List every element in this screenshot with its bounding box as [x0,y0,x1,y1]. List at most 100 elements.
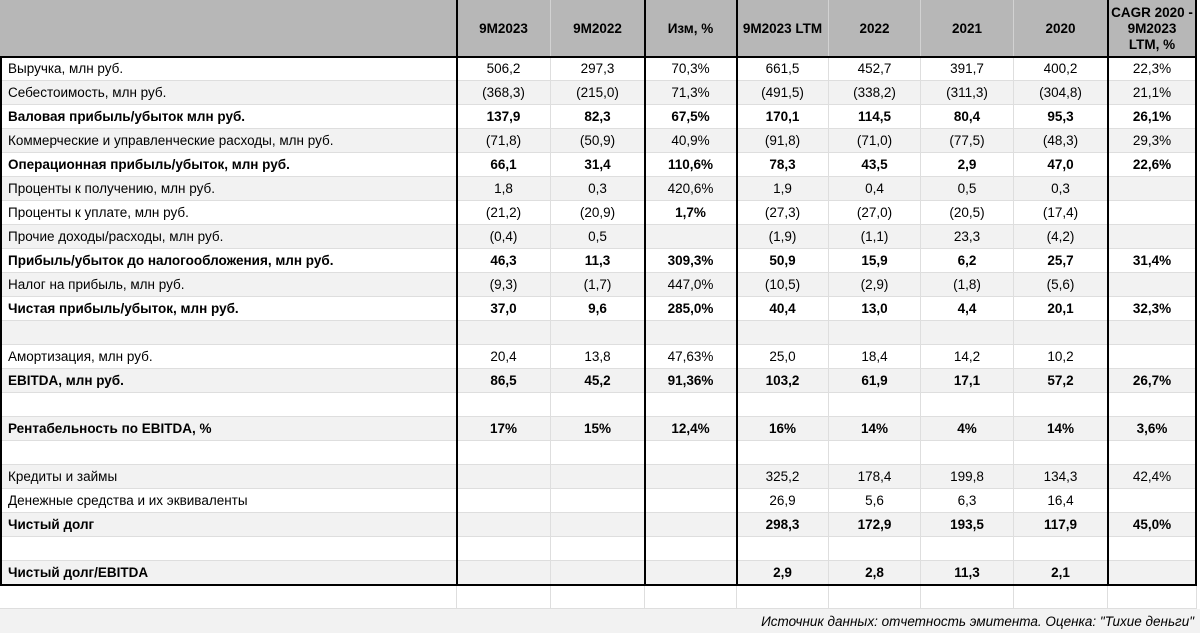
table-cell [1014,393,1108,417]
column-header: 9М2023 [457,0,551,57]
table-cell [457,561,551,585]
table-cell [1108,537,1197,561]
table-cell [737,441,829,465]
column-header: 2021 [921,0,1014,57]
table-cell: 57,2 [1014,369,1108,393]
table-cell [645,441,737,465]
table-cell: (4,2) [1014,225,1108,249]
table-cell [645,225,737,249]
table-cell: 506,2 [457,57,551,81]
table-border-vertical-3 [736,0,738,586]
table-cell [645,585,737,609]
table-cell: 37,0 [457,297,551,321]
table-cell: 21,1% [1108,81,1197,105]
table-border-vertical-right [1195,0,1197,586]
table-cell: 61,9 [829,369,921,393]
table-cell: 11,3 [551,249,645,273]
table-cell: 193,5 [921,513,1014,537]
table-cell [457,465,551,489]
table-row: Чистая прибыль/убыток, млн руб. 37,0 9,6 28… [0,297,1197,321]
table-cell: 420,6% [645,177,737,201]
table-cell: 17% [457,417,551,441]
table-cell [921,321,1014,345]
table-cell: 400,2 [1014,57,1108,81]
column-header: 2020 [1014,0,1108,57]
table-cell: 2,9 [737,561,829,585]
table-cell [1108,273,1197,297]
table-cell: 2,1 [1014,561,1108,585]
corner-header [0,0,457,57]
table-cell: 134,3 [1014,465,1108,489]
table-cell: 25,7 [1014,249,1108,273]
table-cell: (77,5) [921,129,1014,153]
table-cell: 114,5 [829,105,921,129]
header-row: 9М2023 9М2022 Изм, % 9М2023 LTM 2022 2021 2020… [0,0,1197,57]
row-label: Выручка, млн руб. [0,57,457,81]
table-row: Денежные средства и их эквиваленты 26,9 5,… [0,489,1197,513]
table-cell: 199,8 [921,465,1014,489]
table-cell: 26,1% [1108,105,1197,129]
table-cell: 23,3 [921,225,1014,249]
table-cell: 0,4 [829,177,921,201]
table-cell: 91,36% [645,369,737,393]
table-cell: 117,9 [1014,513,1108,537]
table-cell [645,489,737,513]
table-row: Прочие доходы/расходы, млн руб. (0,4) 0,5 (… [0,225,1197,249]
table-row: Проценты к уплате, млн руб. (21,2) (20,9) 1… [0,201,1197,225]
row-label [0,393,457,417]
row-label: Денежные средства и их эквиваленты [0,489,457,513]
table-cell: 6,2 [921,249,1014,273]
table-row [0,585,1197,609]
row-label: Проценты к уплате, млн руб. [0,201,457,225]
table-cell: (50,9) [551,129,645,153]
table-cell: 67,5% [645,105,737,129]
table-cell: 43,5 [829,153,921,177]
table-cell [645,537,737,561]
row-label: Валовая прибыль/убыток млн руб. [0,105,457,129]
table-cell: 29,3% [1108,129,1197,153]
table-cell: 1,9 [737,177,829,201]
table-cell: 17,1 [921,369,1014,393]
row-label: Амортизация, млн руб. [0,345,457,369]
table-cell [551,393,645,417]
table-cell [1108,225,1197,249]
table-cell: 6,3 [921,489,1014,513]
table-row: EBITDA, млн руб. 86,5 45,2 91,36% 103,2 61,9 1… [0,369,1197,393]
table-cell [551,561,645,585]
column-header: Изм, % [645,0,737,57]
table-cell: 45,2 [551,369,645,393]
table-cell [737,585,829,609]
table-cell: (20,5) [921,201,1014,225]
table-row [0,441,1197,465]
table-cell: (20,9) [551,201,645,225]
table-cell [921,537,1014,561]
table-cell: 11,3 [921,561,1014,585]
table-cell: 1,8 [457,177,551,201]
table-border-vertical-4 [1107,0,1109,586]
table-cell: (17,4) [1014,201,1108,225]
table-cell [645,393,737,417]
table-row: Налог на прибыль, млн руб. (9,3) (1,7) 447,… [0,273,1197,297]
table-cell [737,537,829,561]
table-cell: 20,4 [457,345,551,369]
table-cell [1108,321,1197,345]
table-cell: 12,4% [645,417,737,441]
table-cell [921,441,1014,465]
row-label: Налог на прибыль, млн руб. [0,273,457,297]
table-cell: 13,8 [551,345,645,369]
table-cell: 80,4 [921,105,1014,129]
table-cell: 16% [737,417,829,441]
table-cell: 26,9 [737,489,829,513]
table-cell [457,489,551,513]
table-cell: 447,0% [645,273,737,297]
table-cell: (5,6) [1014,273,1108,297]
table-cell: 18,4 [829,345,921,369]
table-cell: 1,7% [645,201,737,225]
table-cell: (491,5) [737,81,829,105]
row-label: Кредиты и займы [0,465,457,489]
table-cell: 86,5 [457,369,551,393]
column-header: 2022 [829,0,921,57]
table-cell [829,537,921,561]
row-label: Прочие доходы/расходы, млн руб. [0,225,457,249]
table-cell [457,585,551,609]
